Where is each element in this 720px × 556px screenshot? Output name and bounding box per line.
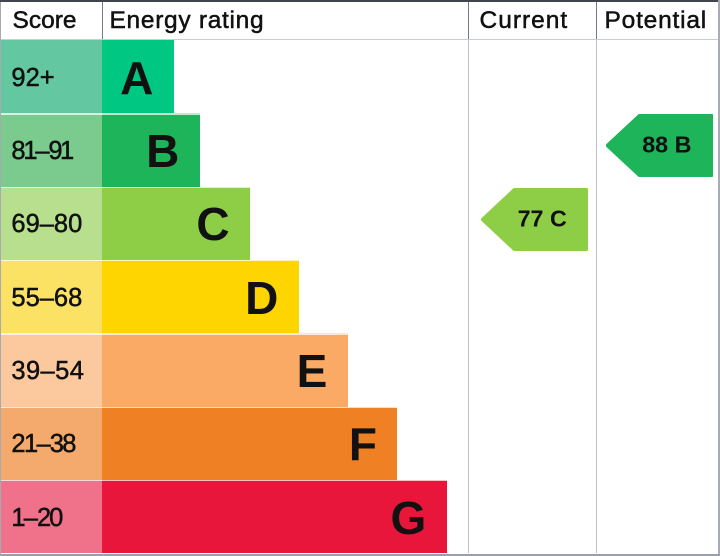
svg-text:88 B: 88 B: [642, 131, 691, 157]
svg-text:77 C: 77 C: [518, 206, 567, 232]
